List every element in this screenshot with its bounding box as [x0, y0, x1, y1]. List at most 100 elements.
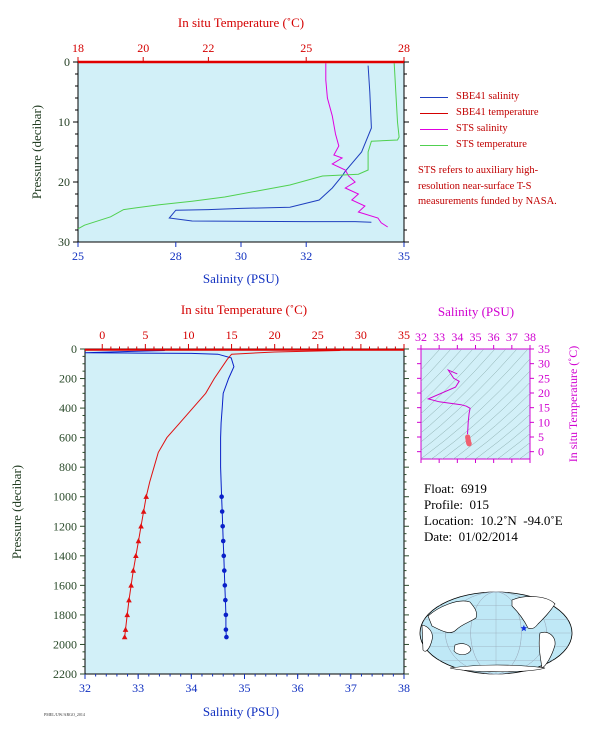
ts-salinity-tick-label: 38	[524, 330, 536, 344]
legend-label: SBE41 temperature	[456, 107, 539, 118]
main-panel: 32 33 34 35 36 37 38 0 5 10 15 20 25 30 35 0 200 400 600 80…	[9, 302, 410, 719]
main-pressure-axis-title: Pressure (decibar)	[9, 465, 24, 559]
ts-marker	[466, 441, 472, 447]
temperature-marker	[124, 611, 131, 618]
density-contour	[441, 382, 530, 459]
salinity-marker	[223, 597, 228, 603]
top-salinity-axis-title: Salinity (PSU)	[203, 271, 279, 286]
ts-temperature-tick-label: 15	[538, 401, 550, 415]
main-temperature-tick-label: 5	[142, 328, 148, 342]
top-pressure-tick-label: 30	[58, 235, 70, 249]
main-pressure-tick-label: 200	[59, 372, 77, 386]
float-star-marker	[520, 624, 528, 632]
main-pressure-tick-label: 400	[59, 401, 77, 415]
continent-north-america	[511, 596, 556, 630]
continent-africa	[421, 624, 433, 652]
main-temperature-tick-label: 15	[226, 328, 238, 342]
world-map	[419, 591, 573, 675]
salinity-marker	[220, 523, 226, 529]
main-pressure-tick-label: 1800	[53, 608, 77, 622]
salinity-marker	[223, 612, 229, 618]
top-temperature-axis-title: In situ Temperature (˚C)	[178, 15, 304, 30]
main-pressure-tick-label: 2200	[53, 667, 77, 681]
salinity-marker	[219, 494, 224, 500]
sts-note: STS refers to auxiliary high-resolution …	[418, 165, 557, 207]
density-contour	[421, 349, 463, 393]
date: Date: 01/02/2014	[424, 529, 518, 544]
density-contour	[421, 349, 474, 404]
ts-salinity-tick-label: 33	[433, 330, 445, 344]
temperature-marker	[143, 493, 150, 499]
main-series-group	[84, 348, 404, 640]
top-axes-group: 25 28 30 32 35 18 20 22 25 28 0 10 20 30	[58, 41, 410, 263]
ts-temperature-tick-label: 5	[538, 430, 544, 444]
location: Location: 10.2˚N -94.0˚E	[424, 513, 563, 528]
main-axes-group: 32 33 34 35 36 37 38 0 5 10 15 20 25 30 35 0 200 400 600 80…	[53, 328, 410, 695]
salinity-marker	[219, 509, 225, 514]
ts-salinity-tick-label: 37	[506, 330, 518, 344]
density-contour	[496, 433, 530, 459]
temperature-marker	[126, 597, 132, 603]
legend-label: STS temperature	[456, 139, 527, 150]
temperature-marker	[138, 523, 144, 529]
continent-antarctica	[449, 664, 546, 673]
ts-salinity-tick-label: 35	[470, 330, 482, 344]
density-contour	[474, 414, 530, 459]
legend-item-sts-salinity: STS salinity	[420, 121, 539, 137]
top-series-line-2	[325, 63, 388, 228]
temperature-marker	[135, 538, 142, 544]
main-salinity-tick-label: 38	[398, 681, 410, 695]
main-salinity-tick-label: 32	[79, 681, 91, 695]
salinity-marker	[221, 553, 227, 559]
density-contour	[507, 442, 530, 459]
density-contour	[463, 403, 530, 459]
main-pressure-tick-label: 600	[59, 431, 77, 445]
main-pressure-tick-label: 1200	[53, 519, 77, 533]
salinity-marker	[223, 627, 229, 632]
legend-swatch	[420, 144, 448, 146]
main-pressure-tick-label: 800	[59, 460, 77, 474]
main-salinity-tick-label: 37	[345, 681, 357, 695]
top-salinity-tick-label: 28	[170, 249, 182, 263]
main-salinity-tick-label: 35	[239, 681, 251, 695]
salinity-marker	[221, 568, 227, 573]
ts-profile-line	[426, 368, 471, 435]
legend-item-sts-temperature: STS temperature	[420, 137, 539, 153]
density-contour	[421, 349, 441, 371]
top-pressure-tick-label: 20	[58, 175, 70, 189]
top-series-group	[77, 60, 404, 230]
temperature-marker	[122, 626, 129, 632]
ts-temperature-tick-label: 20	[538, 386, 550, 400]
density-contour	[518, 450, 530, 459]
temperature-marker	[121, 634, 128, 640]
legend-item-sbe41-salinity: SBE41 salinity	[420, 89, 539, 105]
ts-salinity-tick-label: 36	[488, 330, 500, 344]
main-temperature-tick-label: 10	[182, 328, 194, 342]
top-temperature-tick-label: 25	[300, 41, 312, 55]
main-pressure-tick-label: 1400	[53, 549, 77, 563]
main-temperature-tick-label: 0	[99, 328, 105, 342]
top-plot-area	[77, 61, 405, 243]
main-salinity-tick-label: 33	[132, 681, 144, 695]
main-pressure-tick-label: 0	[71, 342, 77, 356]
ts-salinity-tick-label: 34	[451, 330, 463, 344]
ts-temperature-tick-label: 10	[538, 415, 550, 429]
main-temperature-tick-label: 20	[269, 328, 281, 342]
float-id: Float: 6919	[424, 481, 487, 496]
ts-temperature-tick-label: 35	[538, 342, 550, 356]
top-salinity-tick-label: 25	[72, 249, 84, 263]
legend-item-sbe41-temperature: SBE41 temperature	[420, 105, 539, 121]
top-panel: 25 28 30 32 35 18 20 22 25 28 0 10 20 30 In situ Temp…	[29, 15, 410, 286]
density-contour	[421, 349, 507, 434]
legend-swatch	[420, 112, 448, 114]
float-info: Float: 6919 Profile: 015 Location: 10.2˚…	[424, 481, 563, 545]
continent-south-america	[538, 631, 556, 669]
top-salinity-tick-label: 30	[235, 249, 247, 263]
top-temperature-tick-label: 18	[72, 41, 84, 55]
density-contour	[452, 393, 530, 459]
density-contour	[421, 349, 485, 414]
top-series-line-0	[168, 65, 372, 223]
temperature-marker	[140, 508, 147, 514]
